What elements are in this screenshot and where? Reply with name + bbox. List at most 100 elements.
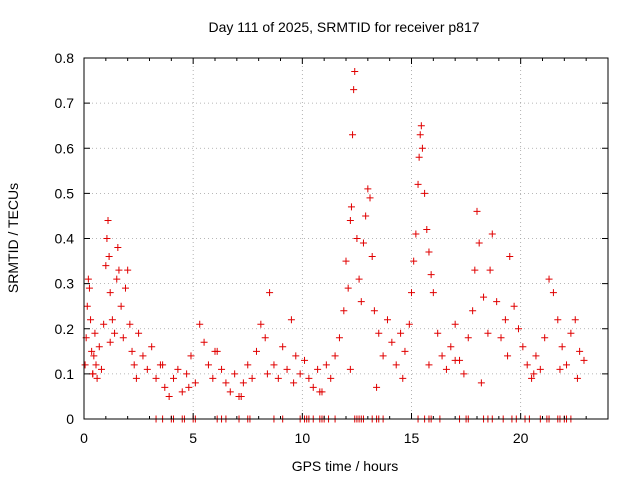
data-point xyxy=(161,383,169,391)
data-point xyxy=(480,293,488,301)
data-point xyxy=(170,374,178,382)
data-point xyxy=(106,338,114,346)
data-point xyxy=(416,131,424,139)
data-point xyxy=(119,334,127,342)
data-point xyxy=(185,383,193,391)
data-point xyxy=(434,329,442,337)
data-point xyxy=(266,289,274,297)
data-point xyxy=(296,370,304,378)
data-point xyxy=(469,307,477,315)
data-point xyxy=(399,374,407,382)
y-tick-label: 0.4 xyxy=(55,231,75,247)
data-point xyxy=(102,262,110,270)
data-point xyxy=(410,257,418,265)
data-point xyxy=(248,374,256,382)
data-point xyxy=(447,343,455,351)
data-point xyxy=(274,374,282,382)
data-point xyxy=(316,388,324,396)
data-point xyxy=(218,365,226,373)
data-point xyxy=(514,325,522,333)
data-point xyxy=(347,203,355,211)
data-point xyxy=(178,388,186,396)
data-point xyxy=(558,343,566,351)
data-point xyxy=(571,316,579,324)
data-point xyxy=(309,383,317,391)
x-tick-label: 20 xyxy=(513,430,529,446)
data-point xyxy=(528,374,536,382)
data-point xyxy=(536,365,544,373)
y-tick-label: 0 xyxy=(66,411,74,427)
y-axis-label: SRMTID / TECUs xyxy=(5,183,21,293)
x-tick-label: 0 xyxy=(80,430,88,446)
data-point xyxy=(486,266,494,274)
x-axis-label: GPS time / hours xyxy=(292,458,399,474)
data-point xyxy=(471,266,479,274)
data-point xyxy=(239,379,247,387)
data-point xyxy=(340,307,348,315)
data-point xyxy=(292,352,300,360)
data-point xyxy=(362,212,370,220)
data-point xyxy=(344,284,352,292)
data-point xyxy=(165,392,173,400)
data-point xyxy=(497,334,505,342)
data-point xyxy=(368,253,376,261)
x-tick-label: 5 xyxy=(189,430,197,446)
data-point xyxy=(493,298,501,306)
data-point xyxy=(263,370,271,378)
data-point xyxy=(464,334,472,342)
data-point xyxy=(287,316,295,324)
data-point xyxy=(415,153,423,161)
data-point xyxy=(261,334,269,342)
data-point xyxy=(148,343,156,351)
data-point xyxy=(335,334,343,342)
data-point xyxy=(252,347,260,355)
data-point xyxy=(209,374,217,382)
y-tick-label: 0.3 xyxy=(55,276,75,292)
data-point xyxy=(97,365,105,373)
data-point xyxy=(204,361,212,369)
data-point xyxy=(305,374,313,382)
data-point xyxy=(143,365,151,373)
data-point xyxy=(576,347,584,355)
data-point xyxy=(327,374,335,382)
data-point xyxy=(388,338,396,346)
y-tick-label: 0.5 xyxy=(55,185,75,201)
data-point xyxy=(117,302,125,310)
data-point xyxy=(159,361,167,369)
data-point xyxy=(279,343,287,351)
data-point xyxy=(438,352,446,360)
x-tick-label: 10 xyxy=(295,430,311,446)
data-point xyxy=(111,329,119,337)
data-point xyxy=(541,334,549,342)
data-point xyxy=(346,365,354,373)
data-point xyxy=(359,239,367,247)
data-point xyxy=(103,235,111,242)
data-point xyxy=(90,352,98,360)
data-point xyxy=(342,257,350,265)
data-point xyxy=(115,266,123,274)
y-tick-label: 0.6 xyxy=(55,140,75,156)
data-point xyxy=(95,343,103,351)
data-point xyxy=(314,365,322,373)
data-point xyxy=(357,298,365,306)
data-point xyxy=(355,275,363,283)
data-point xyxy=(331,352,339,360)
data-point xyxy=(523,361,531,369)
data-point xyxy=(545,275,553,283)
data-point xyxy=(488,230,496,238)
data-point xyxy=(290,379,298,387)
data-point xyxy=(349,131,357,139)
data-point xyxy=(135,329,143,337)
data-point xyxy=(510,302,518,310)
data-point xyxy=(477,379,485,387)
data-point xyxy=(532,352,540,360)
data-point xyxy=(460,370,468,378)
data-point xyxy=(549,289,557,297)
data-point xyxy=(108,316,116,324)
data-point xyxy=(350,86,358,94)
tick-labels: 0 0.1 0.2 0.3 0.4 0.5 0.6 0.7 0.8 0 5 10 15 20 xyxy=(55,50,529,446)
data-point xyxy=(379,352,387,360)
data-point xyxy=(114,244,122,252)
data-point xyxy=(427,271,435,279)
data-point xyxy=(200,338,208,346)
